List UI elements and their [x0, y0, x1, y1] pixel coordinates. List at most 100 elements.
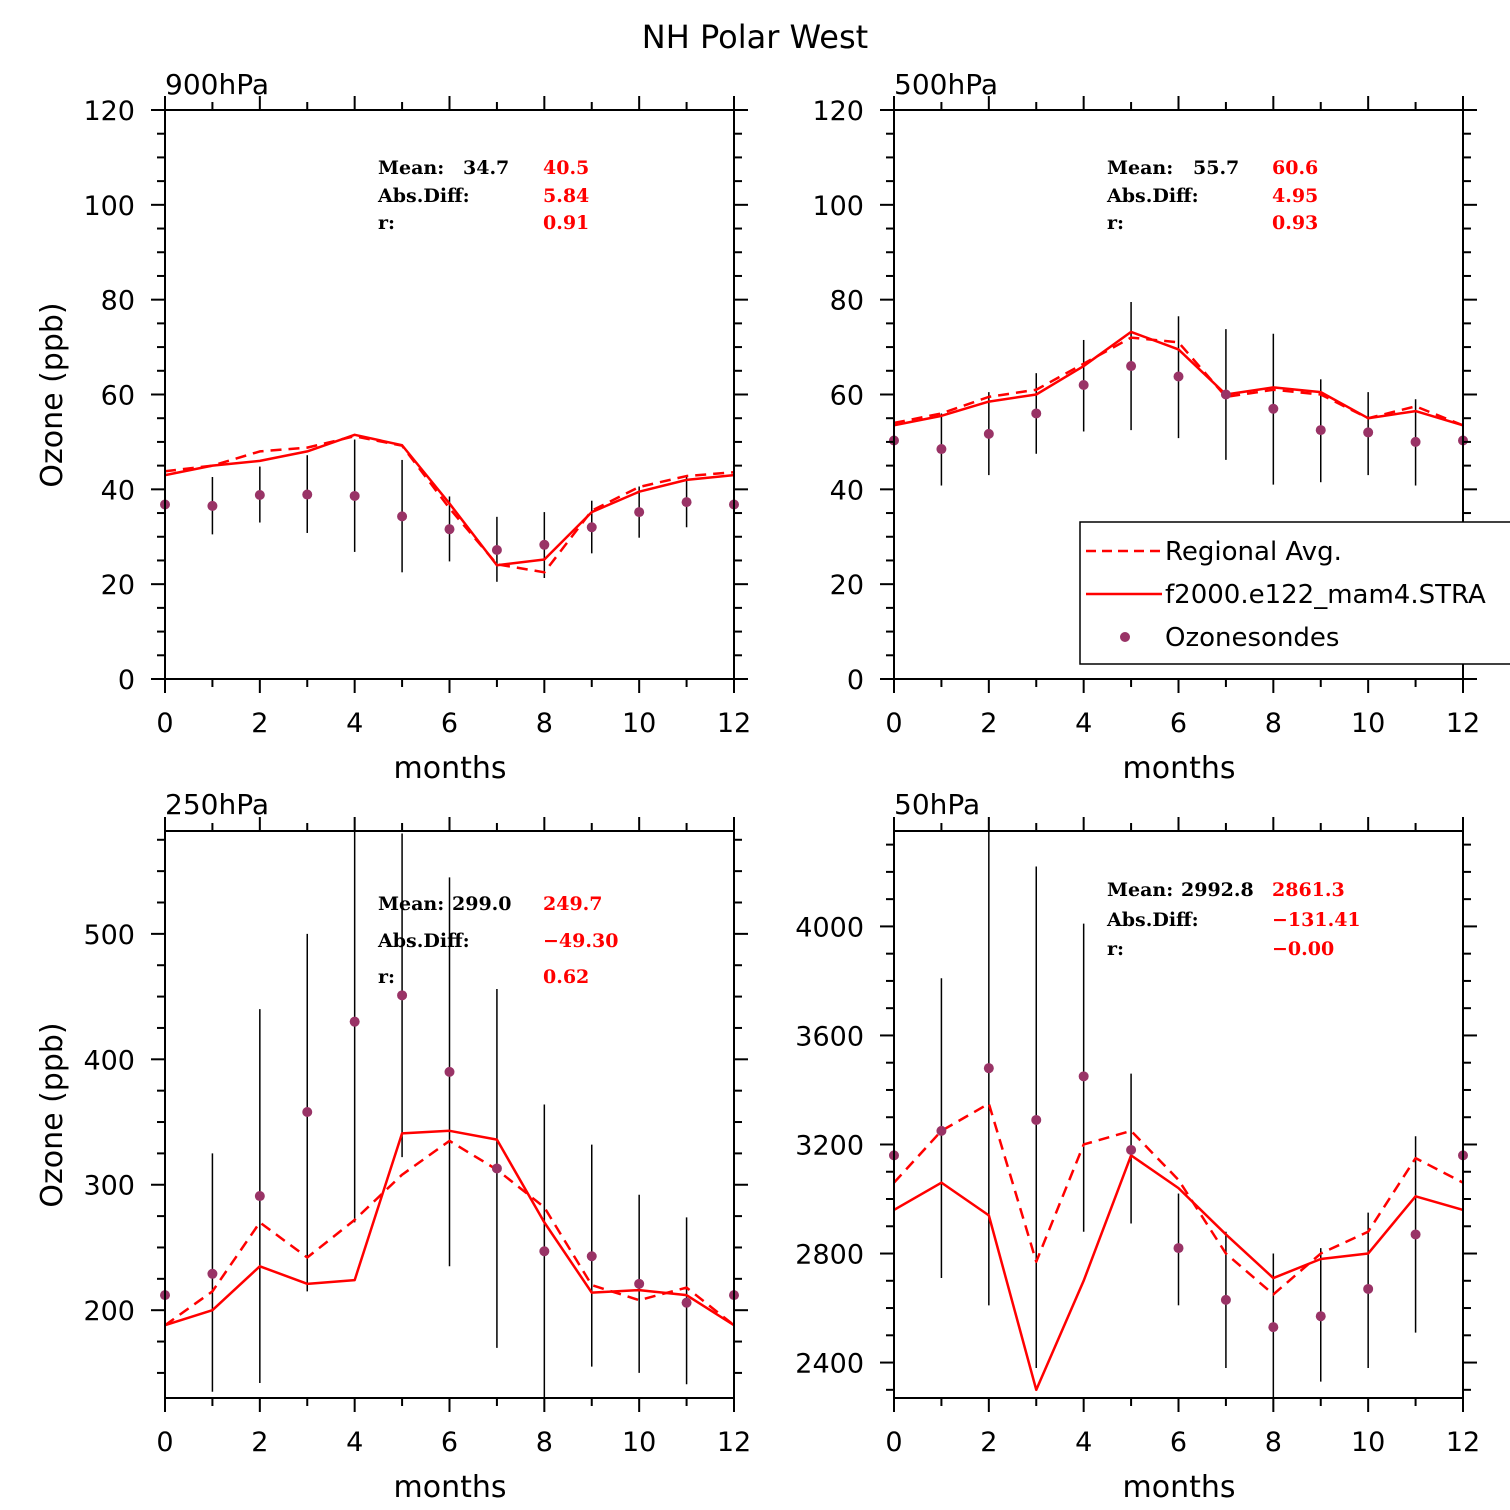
ozonesonde-point [491, 1163, 502, 1174]
x-tick-label: 0 [156, 1427, 173, 1458]
panel-50hPa-marks: 0 2 4 6 8 10 12 2400 2800 3200 3600 4000 [795, 817, 1480, 1458]
stats-mean-model: 2861.3 [1272, 879, 1345, 901]
x-tick-label: 4 [1075, 1427, 1092, 1458]
ozonesonde-point [1173, 371, 1184, 382]
y-tick-label: 0 [847, 665, 864, 696]
legend-item-ozonesondes: Ozonesondes [1165, 623, 1339, 653]
ozonesonde-point [349, 1016, 360, 1027]
stats-absdiff-value: −49.30 [543, 930, 618, 952]
y-tick-label: 0 [118, 665, 135, 696]
legend-marker-swatch [1120, 632, 1130, 642]
panel-900hPa-ylabel: Ozone (ppb) [35, 302, 70, 487]
x-tick-label: 6 [1170, 1427, 1187, 1458]
ozonesonde-point [1363, 1283, 1374, 1294]
x-tick-label: 2 [251, 708, 268, 739]
panel-250hPa-xlabel: months [394, 1470, 507, 1505]
panel-500hPa-xlabel: months [1123, 751, 1236, 786]
y-tick-label: 2400 [795, 1349, 864, 1380]
y-tick-label: 300 [83, 1171, 135, 1202]
x-tick-label: 8 [536, 708, 553, 739]
ozonesonde-point [586, 1251, 597, 1262]
panel-250hPa-stats: Mean: 299.0 249.7 Abs.Diff: −49.30 r: 0.… [377, 893, 618, 988]
y-tick-label: 40 [101, 475, 135, 506]
series-line-model [894, 1154, 1463, 1392]
stats-r-value: 0.62 [543, 966, 589, 988]
panel-50hPa-stats: Mean: 2992.8 2861.3 Abs.Diff: −131.41 r:… [1106, 879, 1361, 960]
figure-title: NH Polar West [642, 18, 868, 56]
stats-mean-model: 249.7 [543, 893, 603, 915]
x-tick-label: 8 [536, 1427, 553, 1458]
stats-mean-label: Mean: [1107, 157, 1173, 179]
ozonesonde-point [1220, 1294, 1231, 1305]
ozonesonde-point [586, 522, 597, 533]
x-tick-label: 12 [1446, 708, 1480, 739]
ozonesonde-point [349, 490, 360, 501]
y-tick-label: 60 [830, 381, 864, 412]
stats-r-label: r: [378, 966, 395, 988]
ozonesonde-point [254, 1191, 265, 1202]
series-line-model [165, 433, 734, 567]
stats-mean-model: 40.5 [543, 157, 589, 179]
y-tick-label: 3200 [795, 1130, 864, 1161]
ozonesonde-point [1126, 1144, 1137, 1155]
y-tick-label: 20 [101, 570, 135, 601]
ozonesonde-point [1268, 1322, 1279, 1333]
x-tick-label: 12 [717, 1427, 751, 1458]
y-tick-label: 20 [830, 570, 864, 601]
series-line-regional-avg [894, 1102, 1463, 1296]
ozonesonde-point [539, 1246, 550, 1257]
y-tick-label: 4000 [795, 912, 864, 943]
ozonesonde-point [681, 497, 692, 508]
ozonesonde-point [1173, 1243, 1184, 1254]
x-tick-label: 2 [980, 708, 997, 739]
stats-mean-label: Mean: [378, 893, 444, 915]
stats-absdiff-label: Abs.Diff: [1106, 909, 1199, 931]
stats-r-value: 0.91 [543, 212, 589, 234]
ozonesonde-point [936, 444, 947, 455]
legend-item-regional-avg: Regional Avg. [1165, 537, 1342, 567]
panel-250hPa: 0 2 4 6 8 10 12 200 300 400 500 250hPa months Ozon… [35, 788, 751, 1505]
ozonesonde-point [634, 507, 645, 518]
panel-50hPa: 0 2 4 6 8 10 12 2400 2800 3200 3600 4000 50hPa mont… [795, 788, 1480, 1505]
ozonesonde-point [207, 500, 218, 511]
x-tick-label: 10 [1351, 1427, 1385, 1458]
x-tick-label: 8 [1265, 708, 1282, 739]
ozonesonde-point [1363, 427, 1374, 438]
panel-900hPa-stats: Mean: 34.7 40.5 Abs.Diff: 5.84 r: 0.91 [377, 157, 589, 234]
stats-mean-obs: 299.0 [452, 893, 512, 915]
ozonesonde-point [1220, 389, 1231, 400]
stats-r-label: r: [1107, 212, 1124, 234]
ozonesonde-point [254, 490, 265, 501]
x-tick-label: 12 [717, 708, 751, 739]
ozonesonde-point [1268, 403, 1279, 414]
series-line-model [894, 330, 1463, 427]
panel-900hPa-label: 900hPa [165, 68, 269, 101]
x-tick-label: 0 [885, 708, 902, 739]
ozonesonde-point [1031, 1114, 1042, 1125]
stats-mean-obs: 2992.8 [1181, 879, 1254, 901]
panel-250hPa-ylabel: Ozone (ppb) [35, 1022, 70, 1207]
ozonesonde-point [681, 1297, 692, 1308]
y-tick-label: 400 [83, 1045, 135, 1076]
x-tick-label: 6 [1170, 708, 1187, 739]
y-tick-label: 200 [83, 1296, 135, 1327]
x-tick-label: 6 [441, 708, 458, 739]
y-tick-label: 120 [83, 96, 135, 127]
y-tick-label: 80 [830, 286, 864, 317]
legend-item-model: f2000.e122_mam4.STRA [1165, 580, 1486, 610]
y-tick-label: 3600 [795, 1021, 864, 1052]
x-tick-label: 4 [346, 708, 363, 739]
stats-mean-model: 60.6 [1272, 157, 1318, 179]
x-tick-label: 6 [441, 1427, 458, 1458]
panel-900hPa-xlabel: months [394, 751, 507, 786]
ozonesonde-point [444, 524, 455, 535]
x-tick-label: 8 [1265, 1427, 1282, 1458]
legend: Regional Avg. f2000.e122_mam4.STRA Ozone… [1079, 521, 1510, 665]
y-tick-label: 100 [83, 191, 135, 222]
x-tick-label: 0 [156, 708, 173, 739]
ozonesonde-point [1031, 408, 1042, 419]
